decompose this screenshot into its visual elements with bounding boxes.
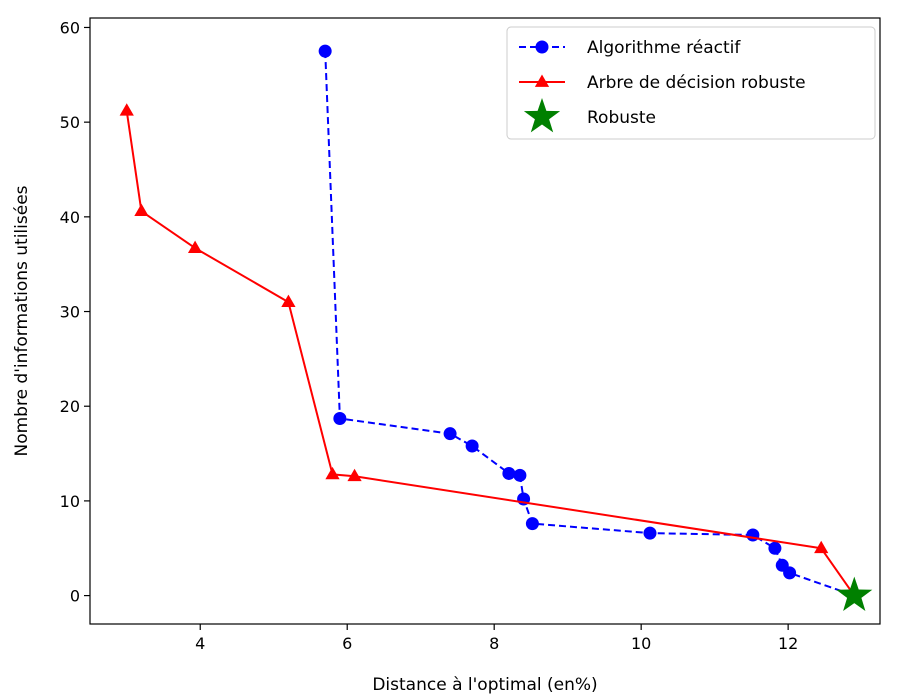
series-1-point [281,294,296,307]
y-tick-label: 30 [60,303,80,322]
series-0-point [443,427,457,441]
legend-label-0: Algorithme réactif [587,38,741,58]
series-0-point [525,517,539,531]
plot-frame [89,17,881,625]
x-axis: 4 6 8 10 12 [195,624,798,653]
series-1-point [187,240,203,253]
x-tick-label: 12 [778,634,798,653]
series-0-point [333,412,347,426]
series-0-point [502,466,516,480]
x-axis-label: Distance à l'optimal (en%) [372,675,597,695]
series-0-point [643,526,657,540]
series-0-point [768,541,782,555]
legend-marker-2 [523,98,561,133]
series-0-point [746,528,760,542]
series-1-point [134,203,149,217]
y-tick-label: 0 [70,587,80,606]
legend-box [506,26,876,140]
y-tick-label: 10 [60,492,80,511]
series-1-line [125,110,856,597]
series-0-point [465,439,479,453]
x-tick-label: 6 [342,634,352,653]
series-0-point [513,468,527,482]
legend: Algorithme réactif Arbre de décision robu… [506,26,876,140]
legend-marker-0 [535,40,549,54]
x-tick-label: 8 [489,634,499,653]
plot-area [119,44,873,611]
y-axis: 0 10 20 30 40 50 60 [60,18,90,606]
series-0-point [318,44,332,58]
series-1-point [814,540,829,554]
series-0-point [783,566,797,580]
legend-label-1: Arbre de décision robuste [587,73,806,93]
y-tick-label: 60 [60,18,80,37]
series-1-point [119,103,134,116]
legend-marker-1 [534,74,550,87]
y-tick-label: 50 [60,113,80,132]
series-1-point [347,468,362,482]
y-axis-label: Nombre d'informations utilisées [12,185,32,456]
x-tick-label: 4 [195,634,205,653]
series-2-point [836,576,873,611]
series-1-point [325,466,340,480]
x-tick-label: 10 [631,634,651,653]
y-tick-label: 40 [60,208,80,227]
legend-label-2: Robuste [587,108,656,128]
y-tick-label: 20 [60,397,80,416]
